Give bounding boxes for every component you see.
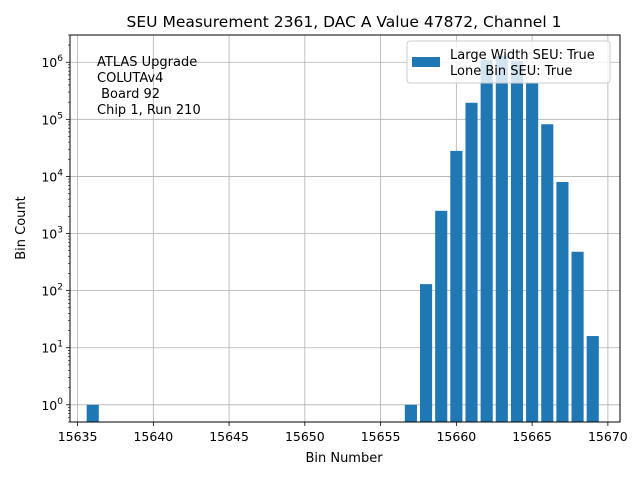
- x-tick-label: 15670: [588, 429, 628, 444]
- y-tick-label: 102: [41, 283, 63, 299]
- y-axis-label: Bin Count: [14, 196, 29, 260]
- y-tick-label: 106: [41, 54, 63, 70]
- y-tick-label: 101: [41, 340, 63, 356]
- x-tick-label: 15665: [512, 429, 552, 444]
- bar: [526, 83, 539, 422]
- y-tick-label: 104: [41, 168, 63, 184]
- plot-area-frame: [69, 34, 621, 423]
- bar: [571, 251, 584, 422]
- x-tick-label: 15660: [436, 429, 476, 444]
- bar: [450, 150, 463, 422]
- chart-title: SEU Measurement 2361, DAC A Value 47872,…: [127, 13, 562, 31]
- x-axis-ticks: 15635 15640 15645 15650 15655 15660 15665 15670: [58, 422, 628, 444]
- annotation-line-4: Chip 1, Run 210: [97, 103, 201, 118]
- bars: [86, 55, 599, 423]
- x-tick-label: 15655: [361, 429, 401, 444]
- y-tick-label: 100: [41, 397, 63, 413]
- y-axis-ticks: 100 101 102 103 104 105 106: [41, 34, 70, 423]
- legend-swatch: [412, 57, 440, 67]
- bar: [510, 61, 524, 423]
- bar: [465, 102, 478, 422]
- annotation-text: ATLAS Upgrade COLUTAv4 Board 92 Chip 1, …: [97, 55, 201, 118]
- annotation-line-1: ATLAS Upgrade: [97, 55, 197, 70]
- annotation-line-3: Board 92: [97, 87, 160, 102]
- bar: [586, 336, 599, 422]
- legend: Large Width SEU: True Lone Bin SEU: True: [406, 40, 611, 84]
- x-tick-label: 15645: [209, 429, 249, 444]
- bar: [495, 55, 508, 423]
- x-tick-label: 15640: [133, 429, 173, 444]
- x-tick-label: 15635: [58, 429, 98, 444]
- bar: [556, 181, 569, 422]
- bar: [541, 124, 554, 422]
- bar: [435, 210, 448, 422]
- x-tick-label: 15650: [285, 429, 325, 444]
- x-axis-label: Bin Number: [305, 451, 383, 466]
- bar: [480, 59, 493, 422]
- legend-frame: [406, 40, 611, 84]
- bar: [420, 284, 433, 422]
- y-tick-label: 103: [41, 226, 63, 242]
- y-tick-label: 105: [41, 111, 63, 127]
- annotation-line-2: COLUTAv4: [97, 71, 163, 86]
- bar: [86, 404, 99, 422]
- legend-line-2: Lone Bin SEU: True: [450, 64, 572, 79]
- bar: [404, 404, 417, 422]
- legend-line-1: Large Width SEU: True: [450, 48, 595, 63]
